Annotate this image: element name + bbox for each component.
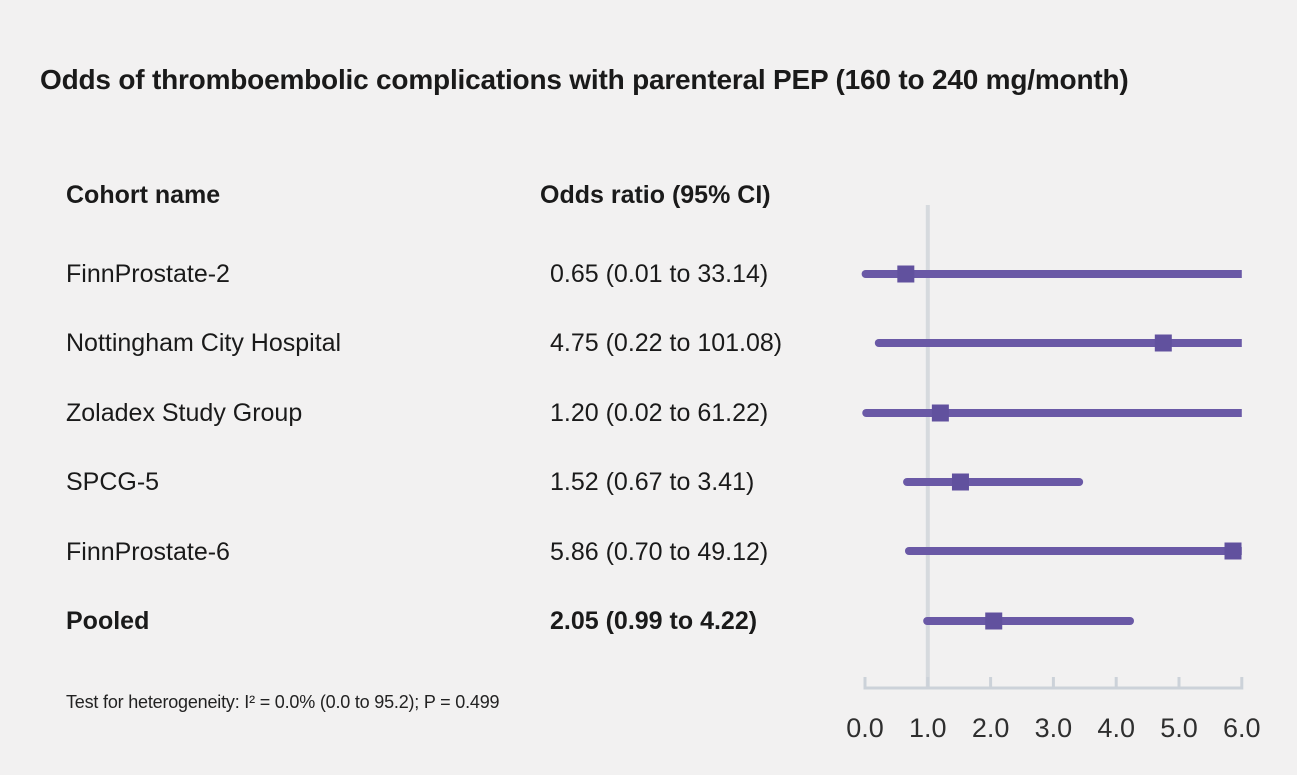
odds-ratio-value: 1.20 (0.02 to 61.22)	[550, 399, 769, 427]
cohort-label: Pooled	[66, 607, 150, 635]
ci-cap-left	[903, 478, 912, 486]
odds-ratio-marker	[985, 612, 1003, 630]
odds-ratio-marker	[931, 404, 949, 422]
ci-cap-left	[861, 270, 870, 278]
table-row: Zoladex Study Group 1.20 (0.02 to 61.22)	[0, 398, 840, 428]
table-row-pooled: Pooled 2.05 (0.99 to 4.22)	[0, 606, 840, 636]
table-row: Nottingham City Hospital 4.75 (0.22 to 1…	[0, 328, 840, 358]
table-row: SPCG-5 1.52 (0.67 to 3.41)	[0, 467, 840, 497]
odds-ratio-value: 5.86 (0.70 to 49.12)	[550, 538, 769, 566]
odds-ratio-value: 2.05 (0.99 to 4.22)	[550, 607, 758, 635]
table-row: FinnProstate-6 5.86 (0.70 to 49.12)	[0, 537, 840, 567]
table-row: FinnProstate-2 0.65 (0.01 to 33.14)	[0, 259, 840, 289]
ci-cap-right	[1075, 478, 1084, 486]
ci-cap-right	[1126, 617, 1135, 625]
odds-ratio-marker	[1224, 542, 1242, 560]
x-axis-tick-label: 2.0	[972, 713, 1010, 743]
ci-cap-left	[904, 547, 913, 555]
x-axis-tick-label: 6.0	[1223, 713, 1261, 743]
ci-cap-left	[923, 617, 932, 625]
cohort-label: FinnProstate-6	[66, 538, 230, 566]
ci-cap-left	[862, 409, 871, 417]
odds-ratio-marker	[1154, 334, 1172, 352]
x-axis-tick-label: 1.0	[909, 713, 947, 743]
cohort-label: Zoladex Study Group	[66, 399, 303, 427]
odds-ratio-value: 0.65 (0.01 to 33.14)	[550, 260, 769, 288]
x-axis-tick-label: 5.0	[1160, 713, 1198, 743]
x-axis-tick-label: 0.0	[846, 713, 884, 743]
odds-ratio-value: 4.75 (0.22 to 101.08)	[550, 329, 783, 357]
column-header-cohort-name: Cohort name	[66, 181, 221, 209]
cohort-label: Nottingham City Hospital	[66, 329, 342, 357]
column-header-odds-ratio: Odds ratio (95% CI)	[540, 181, 771, 209]
heterogeneity-note: Test for heterogeneity: I² = 0.0% (0.0 t…	[66, 692, 500, 712]
ci-cap-left	[874, 339, 883, 347]
odds-ratio-value: 1.52 (0.67 to 3.41)	[550, 468, 755, 496]
figure-title: Odds of thromboembolic complications wit…	[40, 64, 1129, 95]
odds-ratio-marker	[951, 473, 969, 491]
cohort-label: SPCG-5	[66, 468, 160, 496]
odds-ratio-marker	[897, 265, 915, 283]
x-axis-tick-label: 3.0	[1035, 713, 1073, 743]
x-axis-tick-label: 4.0	[1097, 713, 1135, 743]
cohort-label: FinnProstate-2	[66, 260, 230, 288]
